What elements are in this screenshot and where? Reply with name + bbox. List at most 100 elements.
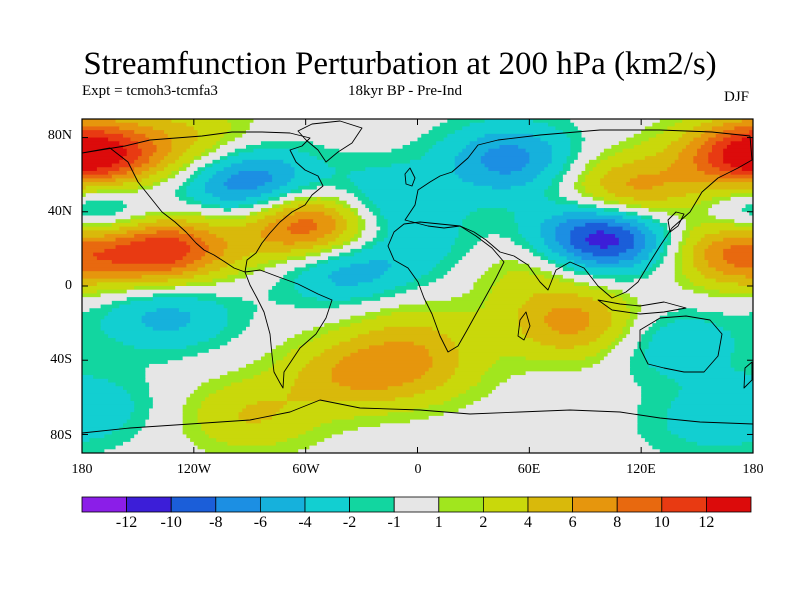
field-cell	[361, 200, 374, 205]
field-cell	[592, 167, 612, 172]
field-cell	[652, 215, 680, 220]
field-cell	[447, 119, 486, 124]
field-cell	[346, 219, 359, 224]
field-cell	[723, 122, 753, 128]
field-cell	[309, 230, 333, 235]
field-cell	[149, 386, 199, 391]
field-cell	[473, 286, 493, 291]
field-cell	[212, 260, 236, 265]
field-cell	[272, 363, 307, 369]
field-cell	[506, 271, 530, 276]
field-cell	[648, 345, 735, 350]
field-cell	[82, 363, 150, 369]
field-cell	[186, 122, 232, 128]
field-cell	[298, 204, 325, 209]
field-cell	[421, 133, 448, 139]
field-cell	[96, 256, 184, 261]
field-cell	[607, 308, 631, 313]
field-cell	[372, 278, 415, 283]
field-cell	[443, 382, 478, 387]
field-cell	[260, 208, 269, 213]
field-cell	[644, 245, 657, 250]
field-cell	[287, 256, 307, 261]
field-cell	[335, 200, 348, 205]
field-cell	[201, 382, 232, 387]
field-cell	[205, 189, 273, 194]
field-cell	[287, 393, 415, 398]
field-cell	[585, 263, 635, 269]
field-cell	[596, 337, 616, 343]
field-cell	[331, 174, 348, 179]
field-cell	[685, 438, 753, 443]
field-cell	[82, 211, 117, 217]
field-cell	[682, 252, 694, 257]
field-cell	[298, 185, 318, 191]
field-cell	[421, 156, 456, 161]
field-cell	[82, 308, 91, 313]
field-cell	[134, 234, 195, 239]
coast-madagascar	[517, 311, 531, 341]
field-cell	[637, 408, 668, 413]
field-cell	[205, 449, 299, 453]
field-cell	[305, 363, 337, 369]
field-cell	[260, 419, 333, 424]
field-cell	[82, 427, 120, 432]
field-cell	[182, 430, 206, 436]
field-cell	[182, 404, 202, 410]
field-cell	[641, 401, 672, 406]
field-cell	[130, 219, 158, 224]
field-cell	[175, 174, 191, 179]
field-cell	[708, 208, 743, 213]
field-cell	[186, 219, 258, 224]
field-cell	[585, 356, 605, 361]
field-cell	[104, 449, 206, 453]
field-cell	[115, 245, 191, 250]
field-cell	[447, 252, 467, 257]
field-cell	[611, 311, 631, 317]
field-cell	[246, 404, 284, 410]
field-cell	[518, 308, 553, 313]
field-cell	[331, 345, 370, 350]
field-cell	[309, 182, 355, 187]
field-cell	[469, 248, 530, 254]
colorbar-label: -10	[160, 514, 182, 531]
field-cell	[473, 245, 523, 250]
field-cell	[298, 449, 661, 453]
field-cell	[268, 289, 299, 295]
field-cell	[659, 219, 687, 224]
field-cell	[588, 341, 612, 346]
field-cell	[82, 152, 128, 157]
field-cell	[465, 215, 516, 220]
field-cell	[219, 330, 243, 335]
field-cell	[585, 326, 609, 332]
field-cell	[115, 237, 146, 243]
field-cell	[253, 375, 299, 380]
field-cell	[477, 137, 542, 142]
field-cell	[294, 286, 396, 291]
field-cell	[182, 408, 199, 413]
field-cell	[663, 182, 753, 187]
field-cell	[115, 219, 132, 224]
lat-label: 40S	[50, 352, 72, 367]
field-cell	[670, 141, 691, 146]
field-cell	[600, 152, 616, 157]
field-cell	[387, 230, 460, 235]
field-cell	[82, 234, 105, 239]
field-cell	[551, 178, 564, 183]
field-cell	[652, 334, 732, 339]
field-cell	[126, 297, 154, 302]
field-cell	[451, 397, 482, 402]
field-cell	[342, 230, 359, 235]
field-cell	[111, 174, 135, 179]
field-cell	[652, 219, 661, 224]
coast-antarctica	[82, 399, 753, 434]
field-cell	[428, 349, 460, 354]
field-cell	[674, 278, 691, 283]
field-cell	[205, 185, 228, 191]
field-cell	[659, 326, 724, 332]
field-cell	[175, 159, 191, 165]
field-cell	[82, 222, 113, 228]
field-cell	[745, 274, 753, 280]
field-cell	[480, 274, 504, 280]
field-cell	[171, 141, 195, 146]
